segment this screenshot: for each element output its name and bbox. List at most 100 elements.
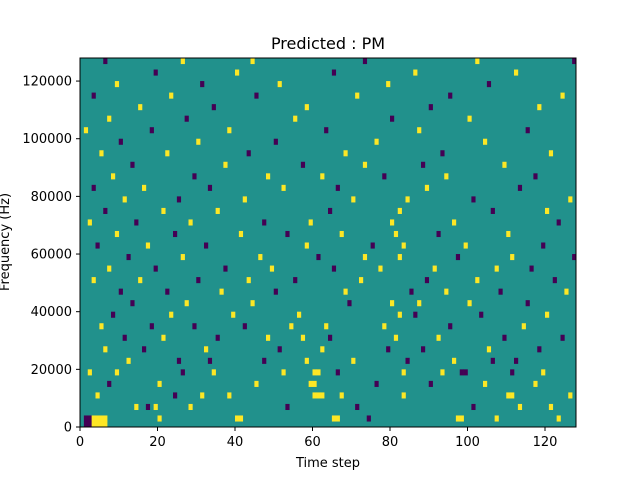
y-axis: 0 20000 40000 60000 80000 100000 120000	[22, 75, 80, 436]
heatmap-cell	[103, 207, 108, 214]
heatmap-cell	[153, 265, 158, 272]
heatmap-cell	[200, 392, 205, 399]
heatmap-cell	[285, 403, 290, 411]
heatmap-cell	[114, 81, 120, 88]
heatmap-cell	[204, 346, 209, 353]
heatmap-cell	[316, 254, 321, 261]
heatmap-cell	[339, 230, 344, 238]
heatmap-cell	[459, 369, 464, 376]
heatmap-cell	[173, 230, 178, 238]
x-tick-label: 40	[227, 435, 244, 450]
x-tick-label: 80	[382, 435, 399, 450]
heatmap-cell	[444, 288, 449, 295]
heatmap-cell	[424, 184, 430, 191]
y-tick-label: 60000	[31, 248, 72, 263]
heatmap-cell	[467, 115, 472, 122]
heatmap-cell	[351, 357, 356, 364]
heatmap-cell	[568, 196, 573, 203]
heatmap-cell	[459, 415, 464, 422]
heatmap-cell	[215, 207, 220, 214]
heatmap-cell	[463, 242, 468, 249]
heatmap-cell	[176, 357, 182, 364]
heatmap-cell	[490, 357, 495, 364]
y-tick-label: 120000	[22, 75, 72, 90]
heatmap-cell	[545, 311, 550, 318]
heatmap-cell	[362, 254, 368, 261]
heatmap-cell	[91, 92, 96, 99]
heatmap-cell	[227, 127, 232, 134]
heatmap-cell	[436, 230, 441, 238]
heatmap-cell	[262, 357, 267, 364]
heatmap-cell	[486, 81, 492, 88]
heatmap-cell	[537, 346, 542, 353]
heatmap-cell	[207, 184, 213, 191]
heatmap-cell	[510, 392, 515, 399]
heatmap-cell	[339, 392, 344, 399]
heatmap-cell	[343, 288, 348, 295]
heatmap-cell	[386, 81, 391, 88]
plot-area	[79, 57, 577, 428]
heatmap-cell	[262, 219, 267, 226]
heatmap-cell	[401, 242, 406, 249]
heatmap-cell	[196, 138, 201, 145]
y-tick-label: 80000	[31, 190, 72, 205]
heatmap-cell	[169, 92, 174, 99]
heatmap-cell	[390, 115, 395, 122]
heatmap-cell	[258, 254, 263, 261]
heatmap-cell	[87, 415, 92, 422]
heatmap-cell	[521, 323, 526, 330]
heatmap-cell	[490, 207, 495, 214]
heatmap-cell	[362, 161, 368, 168]
heatmap-cell	[300, 334, 306, 341]
heatmap-cell	[343, 150, 348, 157]
heatmap-cell	[192, 173, 197, 180]
heatmap-cell	[401, 369, 406, 376]
heatmap-cell	[91, 421, 96, 428]
heatmap-cell	[103, 421, 108, 428]
heatmap-cell	[153, 403, 158, 411]
heatmap-cell	[277, 346, 282, 353]
heatmap-cell	[266, 173, 271, 180]
heatmap-cell	[308, 380, 313, 387]
heatmap-cell	[87, 369, 92, 376]
heatmap-cell	[91, 184, 96, 191]
heatmap-cell	[320, 346, 325, 353]
heatmap-cell	[165, 150, 170, 157]
heatmap-cell	[122, 334, 127, 341]
heatmap-cell	[514, 69, 519, 76]
heatmap-cell	[393, 334, 399, 341]
heatmap-cell	[180, 58, 185, 65]
heatmap-cell	[277, 81, 282, 88]
x-axis-label: Time step	[295, 456, 360, 471]
heatmap-cell	[254, 380, 259, 387]
heatmap-cell	[180, 254, 185, 261]
heatmap-cell	[533, 380, 538, 387]
heatmap-cell	[196, 277, 201, 284]
heatmap-cell	[254, 92, 259, 99]
heatmap-cell	[169, 311, 174, 318]
heatmap-cell	[552, 277, 557, 284]
x-tick-label: 120	[533, 435, 558, 450]
heatmap-cell	[390, 300, 395, 307]
heatmap-cell	[517, 403, 523, 411]
heatmap-cell	[95, 421, 100, 428]
heatmap-cell	[355, 92, 360, 99]
heatmap-cell	[455, 254, 461, 261]
heatmap-cell	[238, 415, 244, 422]
heatmap-cell	[374, 380, 379, 387]
heatmap-cell	[494, 415, 499, 422]
heatmap-cell	[417, 300, 422, 307]
heatmap-cell	[514, 357, 519, 364]
heatmap-cell	[359, 277, 364, 284]
heatmap-cell	[130, 300, 135, 307]
heatmap-cell	[308, 219, 313, 226]
heatmap-cell	[273, 288, 278, 295]
heatmap-cell	[289, 323, 294, 330]
heatmap-cell	[173, 392, 178, 399]
x-tick-label: 60	[304, 435, 321, 450]
heatmap-cell	[142, 346, 147, 353]
heatmap-cell	[242, 196, 247, 203]
heatmap-cell	[184, 300, 189, 307]
heatmap-cell	[440, 150, 445, 157]
heatmap-cell	[95, 415, 100, 422]
